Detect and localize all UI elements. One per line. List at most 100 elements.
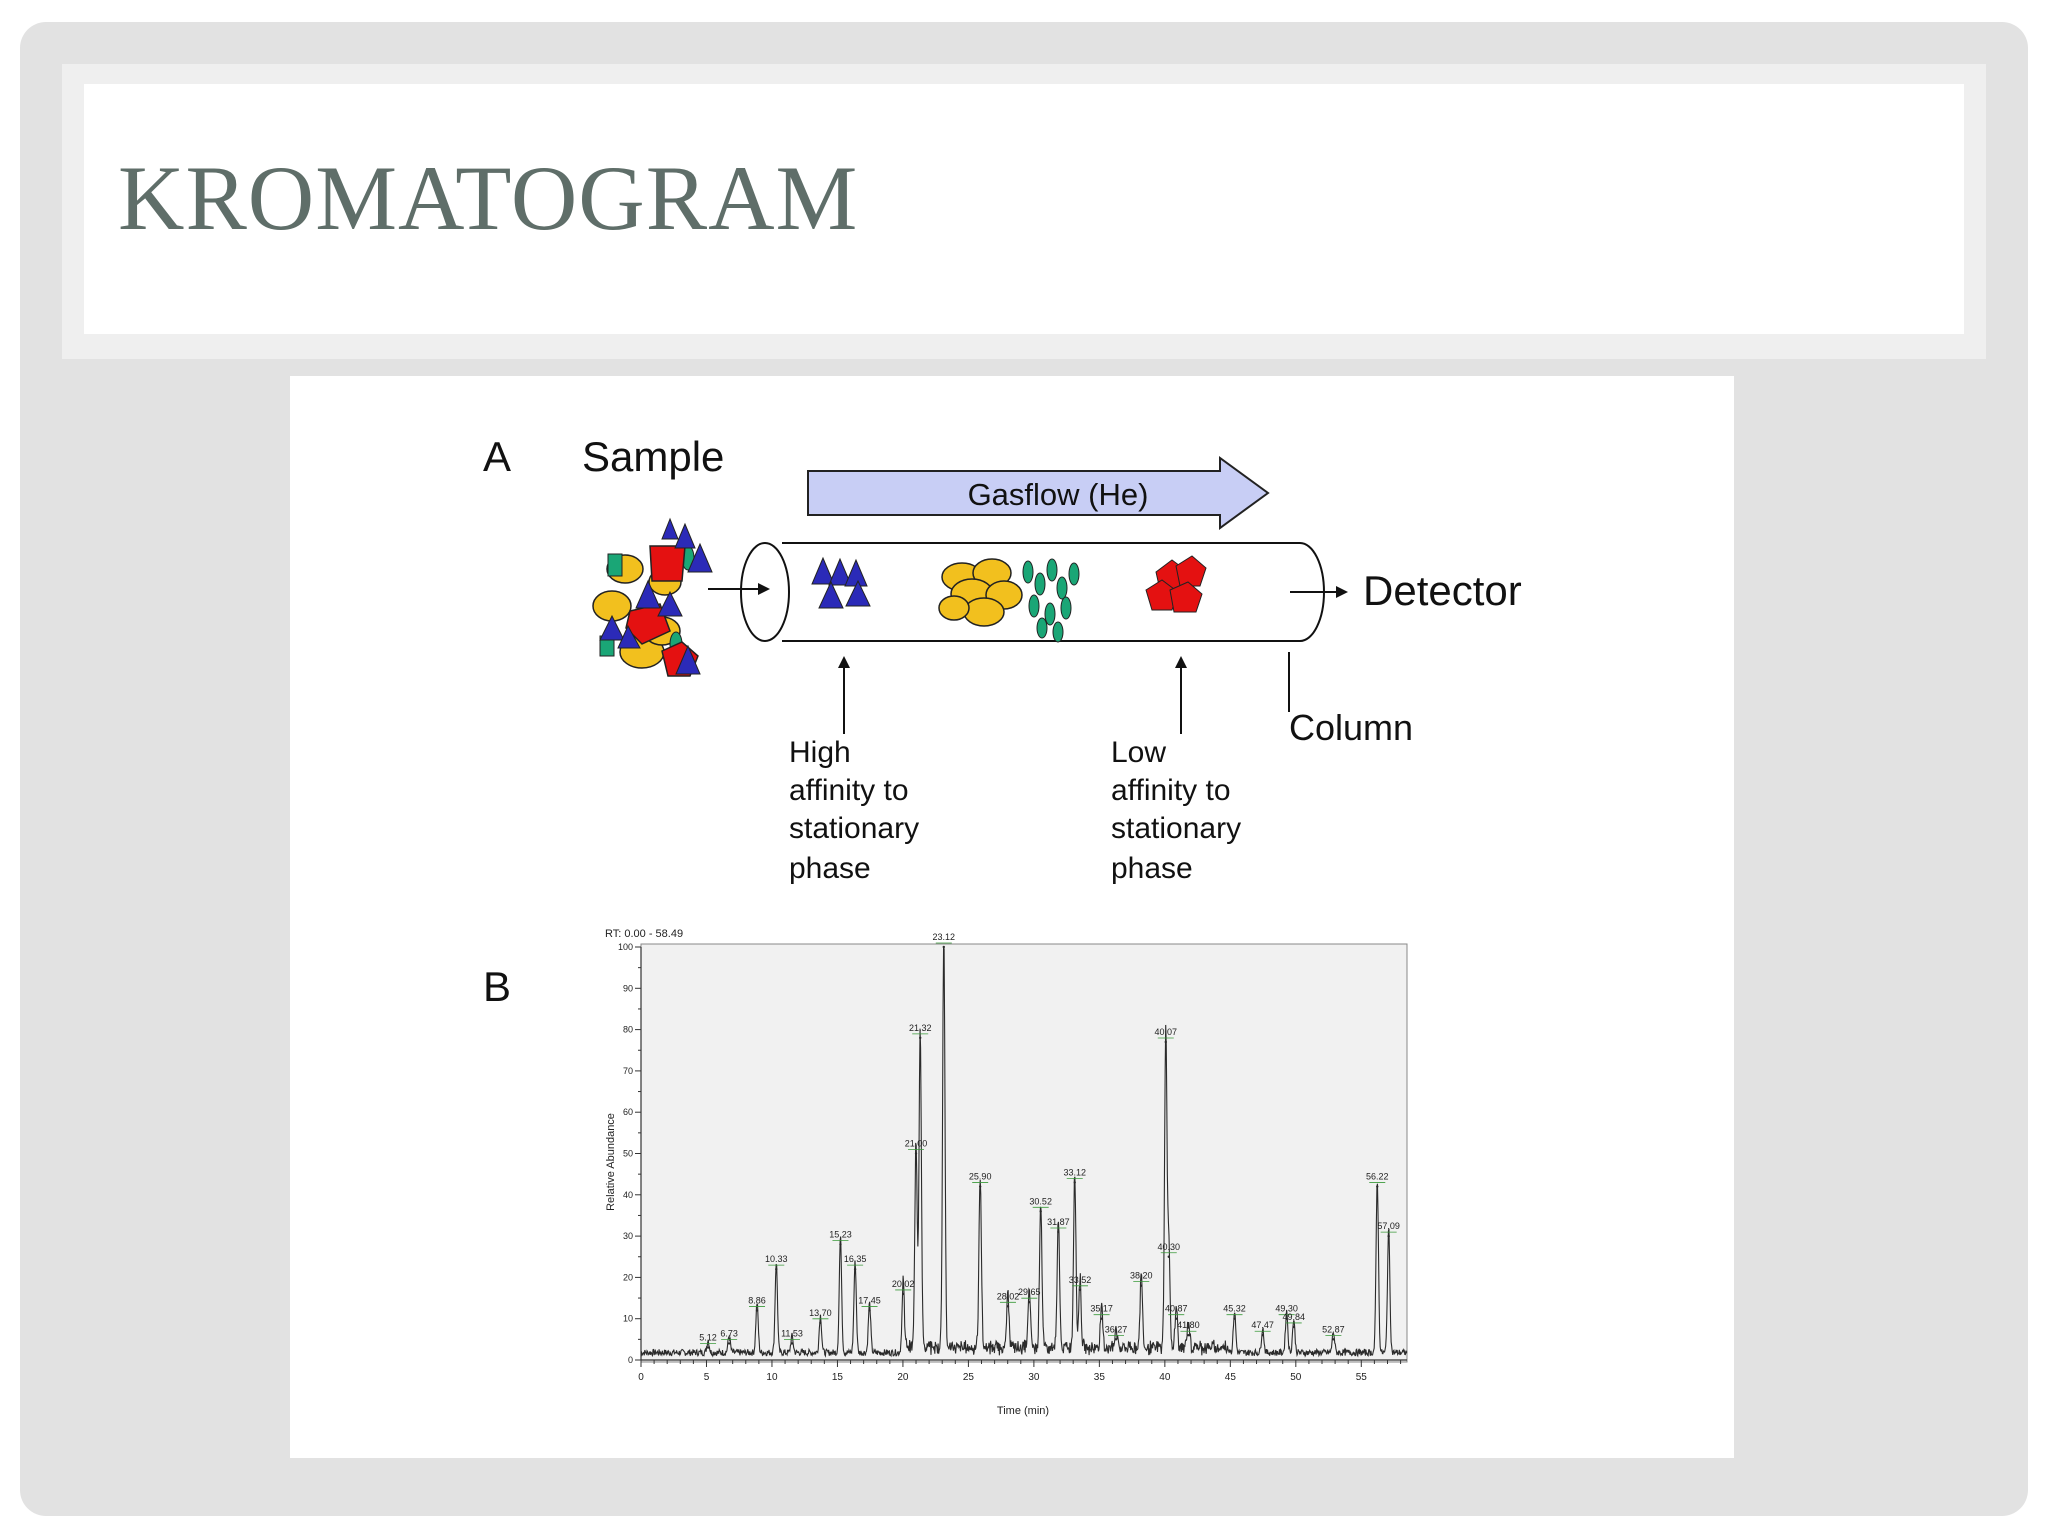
peak-label: 47.47 bbox=[1251, 1320, 1274, 1330]
peak-label: 10.33 bbox=[765, 1254, 788, 1264]
y-tick-label: 90 bbox=[623, 983, 633, 993]
peak-label: 40.07 bbox=[1155, 1027, 1178, 1037]
x-tick-label: 10 bbox=[766, 1372, 778, 1383]
high-affinity-pointer-head bbox=[838, 656, 850, 668]
low-affinity-line-3: stationary bbox=[1111, 812, 1241, 845]
low-affinity-pentagons-icon bbox=[1145, 555, 1207, 613]
gasflow-label: Gasflow (He) bbox=[968, 477, 1149, 512]
peak-apex bbox=[1285, 1317, 1288, 1320]
x-tick-label: 5 bbox=[704, 1372, 710, 1383]
peak-label: 38.20 bbox=[1130, 1271, 1153, 1281]
peak-apex bbox=[1175, 1317, 1178, 1320]
gasflow-arrow-shape bbox=[807, 456, 1270, 530]
peak-apex bbox=[1292, 1325, 1295, 1329]
peak-label: 41.80 bbox=[1177, 1320, 1200, 1330]
peak-label: 13.70 bbox=[809, 1308, 832, 1318]
peak-label: 33.52 bbox=[1069, 1275, 1092, 1285]
peak-label: 52.87 bbox=[1322, 1324, 1345, 1334]
high-affinity-triangles-icon bbox=[811, 556, 871, 609]
y-tick-label: 100 bbox=[618, 942, 633, 952]
y-axis-title: Relative Abundance bbox=[605, 1113, 617, 1211]
high-affinity-caption: High affinity to stationary phase bbox=[789, 736, 919, 885]
peak-apex bbox=[942, 945, 945, 949]
peak-apex bbox=[1233, 1317, 1236, 1320]
detector-arrow-head bbox=[1336, 586, 1348, 598]
peak-apex bbox=[1332, 1338, 1335, 1341]
y-tick-label: 60 bbox=[623, 1107, 633, 1117]
x-tick-label: 55 bbox=[1356, 1372, 1368, 1383]
peak-label: 25.90 bbox=[969, 1172, 992, 1182]
panel-b: B RT: 0.00 - 58.49 Relative Abundance Ti… bbox=[483, 928, 1408, 1417]
low-affinity-caption: Low affinity to stationary phase bbox=[1111, 736, 1241, 885]
y-tick-label: 0 bbox=[628, 1355, 633, 1365]
peak-label: 16.35 bbox=[844, 1254, 867, 1264]
peak-apex bbox=[868, 1309, 871, 1312]
peak-label: 20.02 bbox=[892, 1279, 915, 1289]
peak-apex bbox=[839, 1243, 842, 1246]
inlet-arrow-head bbox=[758, 583, 770, 595]
peak-apex bbox=[1187, 1334, 1190, 1337]
x-tick-label: 45 bbox=[1225, 1372, 1237, 1383]
peak-apex bbox=[1028, 1300, 1031, 1304]
peak-apex bbox=[1387, 1234, 1390, 1238]
peak-label: 5.12 bbox=[699, 1333, 717, 1343]
peak-apex bbox=[1057, 1230, 1060, 1234]
peak-apex bbox=[853, 1267, 857, 1271]
sample-label: Sample bbox=[582, 433, 724, 480]
peak-apex bbox=[1073, 1181, 1076, 1184]
peak-apex bbox=[1261, 1334, 1264, 1337]
x-tick-label: 0 bbox=[638, 1372, 644, 1383]
x-axis-title: Time (min) bbox=[997, 1405, 1049, 1417]
tube-inlet-ellipse bbox=[740, 542, 790, 642]
peak-label: 11.53 bbox=[781, 1328, 803, 1338]
peak-apex bbox=[1039, 1210, 1042, 1213]
peak-label: 17.45 bbox=[858, 1295, 881, 1305]
peak-apex bbox=[901, 1292, 905, 1296]
peak-apex bbox=[919, 1036, 922, 1040]
peak-apex bbox=[819, 1321, 822, 1325]
peak-label: 6.73 bbox=[720, 1328, 738, 1338]
peak-label: 49.84 bbox=[1282, 1312, 1305, 1322]
peak-apex bbox=[978, 1185, 982, 1188]
peak-label: 28.02 bbox=[997, 1291, 1020, 1301]
peak-label: 15.23 bbox=[829, 1229, 852, 1239]
x-tick-label: 50 bbox=[1290, 1372, 1302, 1383]
y-tick-label: 30 bbox=[623, 1231, 633, 1241]
peak-apex bbox=[706, 1346, 710, 1349]
chromatogram-peak-labels: 5.12 6.73 8.86 10.33 11.53 13.70 15.23 16.35 17.… bbox=[699, 932, 1400, 1345]
low-affinity-pointer-head bbox=[1175, 656, 1187, 668]
x-tick-label: 35 bbox=[1094, 1372, 1106, 1383]
peak-label: 21.00 bbox=[905, 1139, 928, 1149]
ovals-icon bbox=[938, 558, 1023, 627]
chromatogram-trace bbox=[640, 947, 1408, 1358]
peak-label: 40.30 bbox=[1158, 1242, 1181, 1252]
peak-apex bbox=[1376, 1185, 1379, 1188]
peak-apex bbox=[727, 1342, 731, 1345]
peak-apex bbox=[1100, 1317, 1103, 1320]
x-tick-label: 30 bbox=[1028, 1372, 1040, 1383]
y-tick-label: 20 bbox=[623, 1272, 633, 1282]
peak-apex bbox=[755, 1309, 759, 1312]
figure-svg: A Sample Gasflow (He) bbox=[483, 433, 1522, 1417]
slide-title: KROMATOGRAM bbox=[118, 147, 859, 249]
column-label: Column bbox=[1289, 707, 1413, 748]
peak-label: 30.52 bbox=[1029, 1196, 1052, 1206]
x-tick-label: 15 bbox=[832, 1372, 844, 1383]
y-tick-label: 10 bbox=[623, 1314, 633, 1324]
y-tick-label: 80 bbox=[623, 1025, 633, 1035]
peak-apex bbox=[1140, 1284, 1143, 1287]
high-affinity-line-2: affinity to bbox=[789, 774, 909, 807]
detector-label: Detector bbox=[1363, 567, 1522, 614]
peak-label: 57.09 bbox=[1377, 1221, 1400, 1231]
rt-range-label: RT: 0.00 - 58.49 bbox=[605, 928, 683, 940]
peak-apex bbox=[775, 1267, 778, 1271]
peak-label: 31.87 bbox=[1047, 1217, 1070, 1227]
peak-label: 45.32 bbox=[1223, 1304, 1246, 1314]
sample-mixture-icon bbox=[592, 517, 713, 677]
peak-apex bbox=[1164, 1040, 1167, 1044]
peak-label: 56.22 bbox=[1366, 1172, 1389, 1182]
peak-label: 49.30 bbox=[1275, 1304, 1298, 1314]
x-tick-label: 25 bbox=[963, 1372, 975, 1383]
high-affinity-line-4: phase bbox=[789, 852, 871, 885]
high-affinity-line-3: stationary bbox=[789, 812, 919, 845]
